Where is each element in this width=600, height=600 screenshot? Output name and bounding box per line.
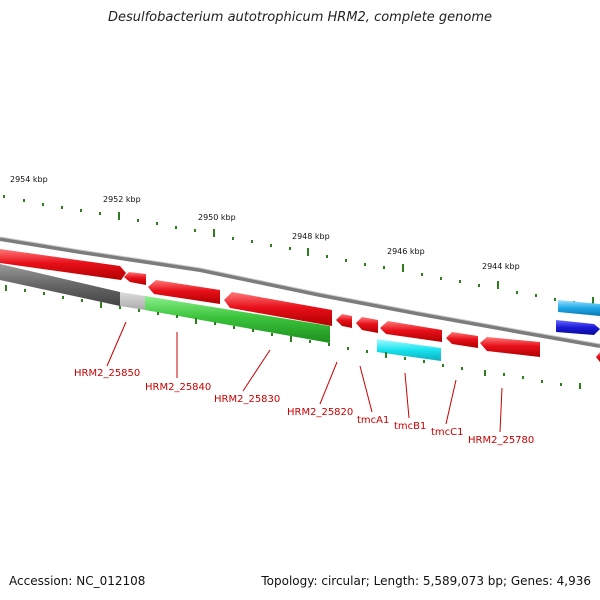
- gene-label[interactable]: HRM2_25820: [287, 407, 353, 418]
- ruler-label: 2954 kbp: [10, 175, 48, 184]
- ruler-label: 2946 kbp: [387, 247, 425, 256]
- gene-feature[interactable]: [145, 296, 330, 343]
- gene-feature[interactable]: [0, 249, 126, 280]
- gene-feature[interactable]: [377, 339, 441, 361]
- genome-backbone: [0, 237, 600, 348]
- gene-label[interactable]: tmcB1: [394, 421, 426, 432]
- gene-feature[interactable]: [480, 337, 540, 357]
- gene-feature[interactable]: [558, 300, 600, 316]
- reverse-features: [0, 264, 441, 361]
- accession-text: Accession: NC_012108: [9, 574, 146, 588]
- gene-feature[interactable]: [0, 264, 120, 306]
- genome-backbone-highlight: [0, 236, 600, 345]
- gene-feature[interactable]: [356, 317, 378, 333]
- ruler-label: 2952 kbp: [103, 195, 141, 204]
- gene-feature[interactable]: [380, 321, 442, 342]
- gene-feature[interactable]: [556, 320, 600, 335]
- gene-label[interactable]: tmcA1: [357, 415, 389, 426]
- gene-feature[interactable]: [224, 292, 332, 326]
- gene-feature[interactable]: [596, 352, 600, 362]
- ruler-label: 2948 kbp: [292, 232, 330, 241]
- forward-features: [0, 249, 600, 362]
- map-title: Desulfobacterium autotrophicum HRM2, com…: [107, 10, 493, 25]
- gene-feature[interactable]: [336, 314, 352, 328]
- gene-callouts: [106, 321, 503, 433]
- gene-feature[interactable]: [124, 272, 146, 285]
- gene-label[interactable]: HRM2_25780: [468, 435, 534, 446]
- ruler-label: 2944 kbp: [482, 262, 520, 271]
- gene-label[interactable]: HRM2_25830: [214, 394, 280, 405]
- gene-label[interactable]: HRM2_25850: [74, 368, 140, 379]
- ruler-label: 2950 kbp: [198, 213, 236, 222]
- inner-ruler-ticks: [5, 285, 581, 389]
- gene-label[interactable]: HRM2_25840: [145, 382, 211, 393]
- genome-summary-text: Topology: circular; Length: 5,589,073 bp…: [261, 574, 591, 588]
- gene-label[interactable]: tmcC1: [431, 427, 464, 438]
- gene-feature[interactable]: [148, 280, 220, 304]
- gene-feature[interactable]: [446, 332, 478, 348]
- gene-feature[interactable]: [120, 292, 145, 310]
